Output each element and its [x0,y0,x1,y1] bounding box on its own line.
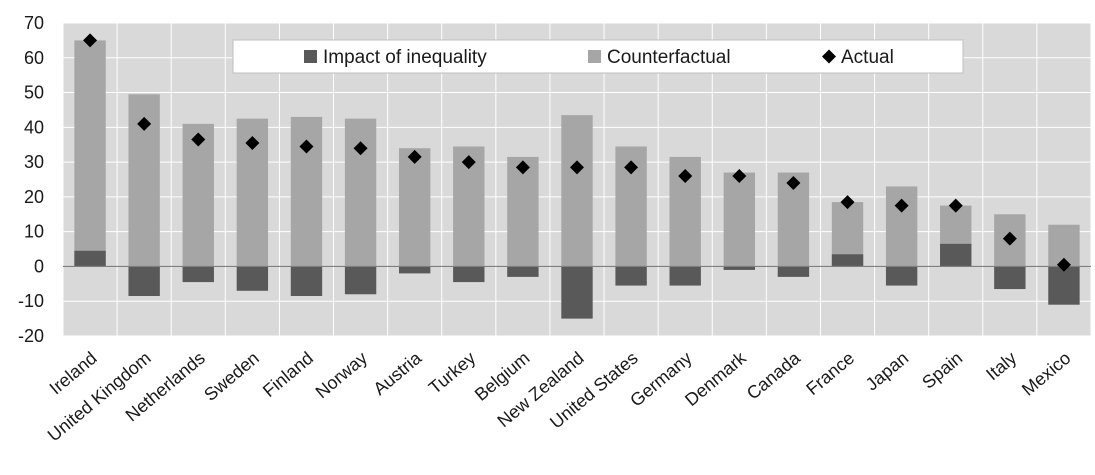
bar-impact [236,266,269,291]
bar-impact [940,243,972,267]
actual-marker [299,139,314,154]
bar-counterfactual [561,115,593,267]
bar-impact [994,266,1026,290]
bar-counterfactual [182,123,214,267]
bar-counterfactual [723,172,756,267]
x-tick-label: Italy [982,348,1020,385]
bar-counterfactual [398,148,431,267]
actual-marker [678,169,693,184]
bar-impact [507,266,539,277]
legend-label-counterfactual: Counterfactual [607,47,731,68]
legend: Impact of inequality Counterfactual Actu… [232,39,964,74]
x-tick-label: Japan [862,348,912,395]
bar-impact [128,266,160,297]
bar-impact [1048,266,1080,305]
y-tick-label: 50 [24,83,44,103]
legend-label-impact: Impact of inequality [323,47,487,68]
actual-marker [515,160,530,175]
bar-impact [182,266,214,283]
actual-marker [191,132,206,147]
bar-impact [561,266,593,319]
bar-impact [344,266,377,295]
actual-marker [245,135,260,150]
bar-counterfactual [74,40,106,267]
y-axis: 70 60 50 40 30 20 10 0 -10 -20 [18,13,44,346]
bar-impact [723,266,756,270]
bar-counterfactual [344,118,377,267]
bar-counterfactual [507,156,539,267]
actual-marker [83,33,98,48]
x-tick-label: France [802,348,858,399]
y-tick-label: 70 [24,13,44,33]
x-tick-label: Canada [743,347,805,403]
legend-marker-actual [822,49,836,64]
y-tick-label: 60 [24,48,44,68]
x-tick-label: Spain [918,348,966,393]
y-tick-label: 0 [34,256,44,276]
actual-marker [948,198,963,213]
actual-marker [137,116,152,131]
actual-marker [840,195,855,210]
actual-marker [894,198,909,213]
actual-marker [1056,257,1071,272]
y-tick-label: 20 [24,187,44,207]
bar-counterfactual [290,116,323,267]
y-tick-label: -10 [18,291,44,311]
actual-marker [732,169,747,184]
actual-marker [353,141,368,156]
y-tick-label: 10 [24,222,44,242]
bar-counterfactual [885,186,918,267]
y-tick-label: -20 [18,326,44,346]
x-tick-label: Denmark [681,347,751,410]
x-tick-label: Mexico [1018,348,1075,400]
x-tick-label: Austria [369,347,426,399]
legend-label-actual: Actual [841,47,894,68]
x-tick-label: Norway [312,348,372,403]
legend-swatch-counterfactual [588,50,601,63]
bar-impact [74,250,106,267]
actual-marker [786,175,801,190]
bar-impact [398,266,431,274]
bar-impact [615,266,647,286]
actual-marker [1002,231,1017,246]
actual-marker [407,149,422,164]
bar-impact [453,266,485,283]
y-tick-label: 30 [24,152,44,172]
actual-marker [624,160,639,175]
legend-swatch-impact [304,50,317,63]
bar-impact [777,266,810,277]
bar-impact [885,266,918,286]
x-tick-label: Sweden [200,348,263,405]
actual-marker [461,155,476,170]
y-tick-label: 40 [24,117,44,137]
actual-marker [570,160,584,175]
bar-impact [831,254,864,267]
x-tick-label: Finland [259,348,317,401]
bar-impact [669,266,701,286]
bar-impact [290,266,323,297]
markers [83,33,1071,272]
